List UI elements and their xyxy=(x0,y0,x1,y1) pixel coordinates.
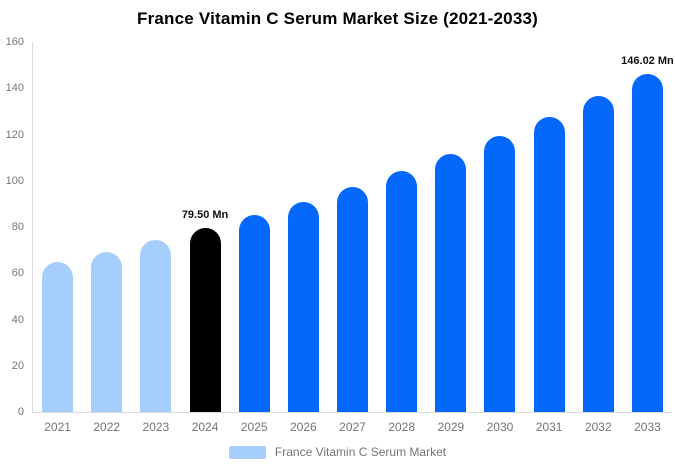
bar-slot-2021 xyxy=(33,42,82,412)
bar-slot-2027 xyxy=(328,42,377,412)
y-tick-label-0: 0 xyxy=(17,406,24,418)
bar-2022[interactable] xyxy=(91,251,123,412)
bar-2033[interactable] xyxy=(631,74,663,412)
bar-value-label-2033: 146.02 Mn xyxy=(621,55,674,68)
bar-slot-2025 xyxy=(230,42,279,412)
bar-slot-2028 xyxy=(377,42,426,412)
y-tick-label-60: 60 xyxy=(11,267,24,280)
bar-slot-2031 xyxy=(525,42,574,412)
x-axis-label-2030: 2030 xyxy=(486,420,514,434)
bar-2028[interactable] xyxy=(386,171,418,412)
x-axis-label-2031: 2031 xyxy=(535,420,563,434)
bar-2025[interactable] xyxy=(238,215,270,412)
bar-slot-2026 xyxy=(279,42,328,412)
bar-slot-2029 xyxy=(426,42,475,412)
x-axis-label-2021: 2021 xyxy=(44,420,71,434)
bar-2021[interactable] xyxy=(42,261,74,412)
y-tick-label-80: 80 xyxy=(11,221,24,233)
bar-value-label-2024: 79.50 Mn xyxy=(181,209,229,222)
legend-swatch xyxy=(228,445,266,459)
y-tick-label-120: 120 xyxy=(5,128,24,141)
legend[interactable]: France Vitamin C Serum Market xyxy=(0,445,675,459)
y-tick-label-160: 160 xyxy=(5,36,24,48)
x-axis-label-2022: 2022 xyxy=(93,420,121,434)
bar-2026[interactable] xyxy=(287,201,319,412)
x-axis: 2021 2022 2023 2024 2025 2026 2027 2028 2029 2030… xyxy=(33,420,672,434)
bar-slot-2030 xyxy=(475,42,524,412)
bar-2031[interactable] xyxy=(533,116,565,412)
bar-slot-2024: 79.50 Mn xyxy=(180,42,229,412)
x-axis-label-2028: 2028 xyxy=(388,420,416,434)
bar-2027[interactable] xyxy=(337,186,369,412)
x-axis-label-2023: 2023 xyxy=(142,420,170,434)
y-tick-label-20: 20 xyxy=(11,359,24,372)
y-tick-label-140: 140 xyxy=(5,82,24,95)
y-axis: 0 20 40 60 80 100 120 140 160 xyxy=(0,0,26,469)
x-axis-label-2024: 2024 xyxy=(191,420,219,434)
y-axis-line xyxy=(32,42,33,412)
bar-2023[interactable] xyxy=(140,240,172,412)
y-tick-label-100: 100 xyxy=(5,174,24,187)
x-axis-label-2026: 2026 xyxy=(290,420,317,434)
y-tick-label-40: 40 xyxy=(11,313,24,326)
bar-2024[interactable] xyxy=(189,228,221,412)
x-axis-line xyxy=(32,412,672,413)
bar-2030[interactable] xyxy=(484,136,516,412)
bar-slot-2023 xyxy=(131,42,180,412)
plot-area: 79.50 Mn 146.02 Mn xyxy=(33,42,674,412)
x-axis-label-2025: 2025 xyxy=(240,420,268,434)
x-axis-label-2027: 2027 xyxy=(339,420,366,434)
bar-2032[interactable] xyxy=(582,96,614,412)
bar-slot-2022 xyxy=(82,42,131,412)
chart-title: France Vitamin C Serum Market Size (2021… xyxy=(136,9,538,28)
bar-2029[interactable] xyxy=(435,154,467,412)
x-axis-label-2032: 2032 xyxy=(584,420,612,434)
x-axis-label-2029: 2029 xyxy=(437,420,465,434)
x-axis-label-2033: 2033 xyxy=(634,420,661,434)
legend-label: France Vitamin C Serum Market xyxy=(274,445,447,459)
bar-slot-2033: 146.02 Mn xyxy=(621,42,674,412)
bar-slot-2032 xyxy=(574,42,623,412)
